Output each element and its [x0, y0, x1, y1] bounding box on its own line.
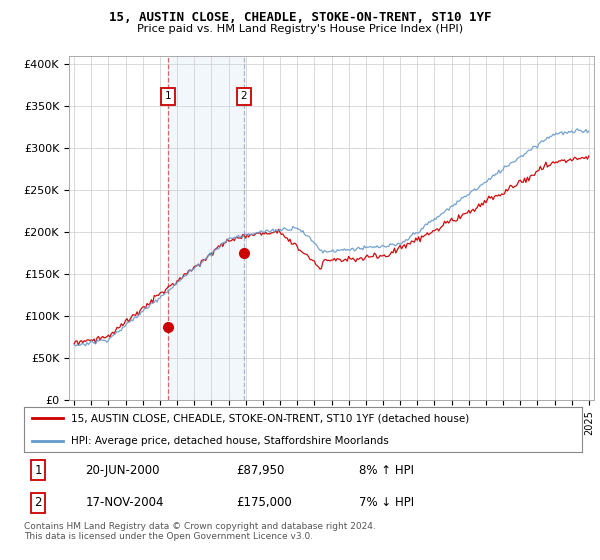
- Text: 17-NOV-2004: 17-NOV-2004: [85, 497, 164, 510]
- Text: Contains HM Land Registry data © Crown copyright and database right 2024.
This d: Contains HM Land Registry data © Crown c…: [24, 522, 376, 542]
- Text: 15, AUSTIN CLOSE, CHEADLE, STOKE-ON-TRENT, ST10 1YF (detached house): 15, AUSTIN CLOSE, CHEADLE, STOKE-ON-TREN…: [71, 413, 470, 423]
- Text: £175,000: £175,000: [236, 497, 292, 510]
- Text: HPI: Average price, detached house, Staffordshire Moorlands: HPI: Average price, detached house, Staf…: [71, 436, 389, 446]
- Text: 15, AUSTIN CLOSE, CHEADLE, STOKE-ON-TRENT, ST10 1YF: 15, AUSTIN CLOSE, CHEADLE, STOKE-ON-TREN…: [109, 11, 491, 24]
- Text: 1: 1: [164, 91, 172, 101]
- Text: Price paid vs. HM Land Registry's House Price Index (HPI): Price paid vs. HM Land Registry's House …: [137, 24, 463, 34]
- Text: 8% ↑ HPI: 8% ↑ HPI: [359, 464, 414, 477]
- Text: 1: 1: [34, 464, 42, 477]
- Text: 2: 2: [241, 91, 247, 101]
- Text: 2: 2: [34, 497, 42, 510]
- Text: £87,950: £87,950: [236, 464, 284, 477]
- Bar: [168, 56, 244, 400]
- Text: 20-JUN-2000: 20-JUN-2000: [85, 464, 160, 477]
- Text: 7% ↓ HPI: 7% ↓ HPI: [359, 497, 414, 510]
